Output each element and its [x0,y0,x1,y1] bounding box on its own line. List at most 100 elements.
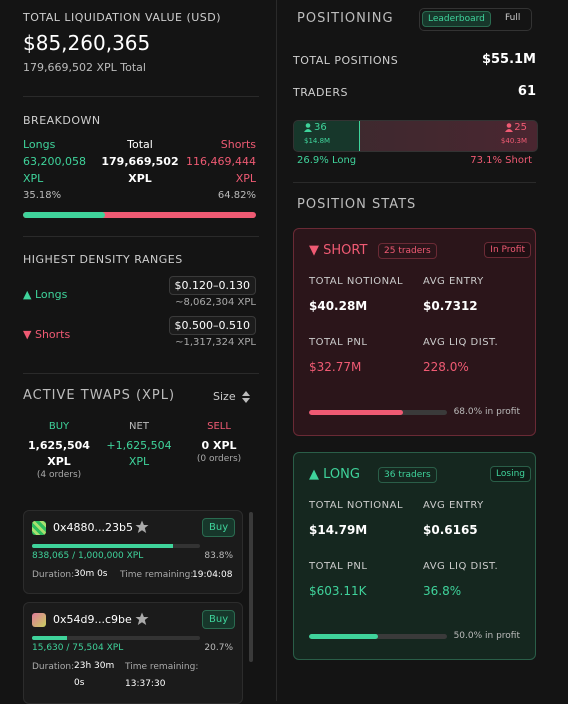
stat-value: $14.79M [309,523,368,537]
avatar [32,613,46,627]
status: In Profit [484,242,531,258]
divider [23,373,259,374]
person-icon [505,123,513,132]
address: 0x4880...23b5 [53,521,133,534]
buy-button[interactable]: Buy [202,610,236,629]
divider [23,236,259,237]
progress: 15,630 / 75,504 XPL [32,643,124,653]
longs-fill [23,212,105,218]
col-label: SELL [207,421,231,432]
sub: 179,669,502 XPL Total [23,61,146,74]
address: 0x54d9...c9be [53,613,132,626]
title: POSITION STATS [297,197,417,212]
stat-label: AVG ENTRY [423,500,484,511]
range: $0.120–0.130 [168,276,256,295]
amount: ~1,317,324 XPL [175,337,256,348]
divider [23,96,259,97]
total-value: 179,669,502 [101,155,179,168]
shorts-pct: 64.82% [217,190,256,201]
title: ACTIVE TWAPS (XPL) [23,388,176,403]
profit: 50.0% in profit [453,631,520,641]
long-pct: 26.9% Long [297,155,357,166]
tabs [419,8,532,31]
profit-fill [309,634,378,639]
total-unit: XPL [128,172,152,185]
longs-value: 63,200,058 [23,155,86,168]
tab-active[interactable]: Leaderboard [422,11,491,27]
title: BREAKDOWN [23,114,101,127]
star[interactable] [135,520,149,534]
stat-label: TOTAL NOTIONAL [309,276,404,287]
label: TOTAL POSITIONS [293,54,399,67]
row-label: ▼ Shorts [23,328,71,341]
col-sub: (4 orders) [36,470,82,480]
longs-pct: 35.18% [23,190,62,201]
stat-label: TOTAL PNL [309,561,368,572]
remaining-label: Time remaining: [120,570,194,580]
value: $85,260,365 [23,31,151,55]
title: HIGHEST DENSITY RANGES [23,253,183,266]
stat-value: 228.0% [423,360,469,374]
stat-label: AVG ENTRY [423,276,484,287]
avatar [32,521,46,535]
side: ▼ SHORT [309,243,368,258]
status: Losing [490,466,531,482]
side: ▲ LONG [309,467,360,482]
pct: 83.8% [204,551,233,561]
sort-icon [242,391,250,403]
col-unit: XPL [128,455,150,468]
stat-value: 36.8% [423,584,462,598]
duration: 23h 30m 0s [74,661,115,688]
short-pct: 73.1% Short [470,155,532,166]
shorts-unit: XPL [235,172,256,185]
profit-fill [309,410,403,415]
stat-label: AVG LIQ DIST. [423,337,499,348]
stat-label: AVG LIQ DIST. [423,561,499,572]
stat-value: $0.7312 [423,299,478,313]
remaining: 19:04:08 [192,570,233,580]
total-label: Total [127,138,153,151]
stat-value: $32.77M [309,360,362,374]
traders: 25 traders [378,243,437,259]
col-label: NET [129,421,149,432]
buy-button[interactable]: Buy [202,518,236,537]
stat-value: $0.6165 [423,523,478,537]
pct: 20.7% [204,643,233,653]
scrollbar[interactable] [249,512,253,662]
star[interactable] [135,612,149,626]
short-count: 25 [514,122,527,133]
col-value: +1,625,504 [106,439,172,452]
progress-fill [32,636,67,640]
title: POSITIONING [297,11,394,26]
value: $55.1M [481,52,536,67]
amount: ~8,062,304 XPL [175,297,256,308]
divider [276,0,277,701]
row-label: ▲ Longs [23,288,68,301]
stat-value: $40.28M [309,299,368,313]
shorts-value: 116,469,444 [186,155,256,168]
short-amount: $40.3M [500,137,527,145]
col-value: 1,625,504 [28,439,90,452]
duration-label: Duration: [32,662,75,672]
tab[interactable]: Full [505,13,521,23]
longs-label: Longs [23,138,56,151]
value: 61 [517,84,536,99]
progress-fill [32,544,173,548]
long-count: 36 [314,122,327,133]
col-unit: XPL [47,455,71,468]
remaining: 13:37:30 [125,679,166,689]
range: $0.500–0.510 [168,316,256,335]
ratio-bar [23,212,256,218]
duration: 30m 0s [74,569,108,579]
divider [293,182,536,183]
sort[interactable]: Size [213,390,236,403]
traders: 36 traders [378,467,437,483]
longs-unit: XPL [23,172,44,185]
profit-bar [309,410,447,415]
stat-label: TOTAL NOTIONAL [309,500,404,511]
person-icon [304,123,312,132]
profit-bar [309,634,447,639]
long-amount: $14.8M [304,137,331,145]
stat-label: TOTAL PNL [309,337,368,348]
